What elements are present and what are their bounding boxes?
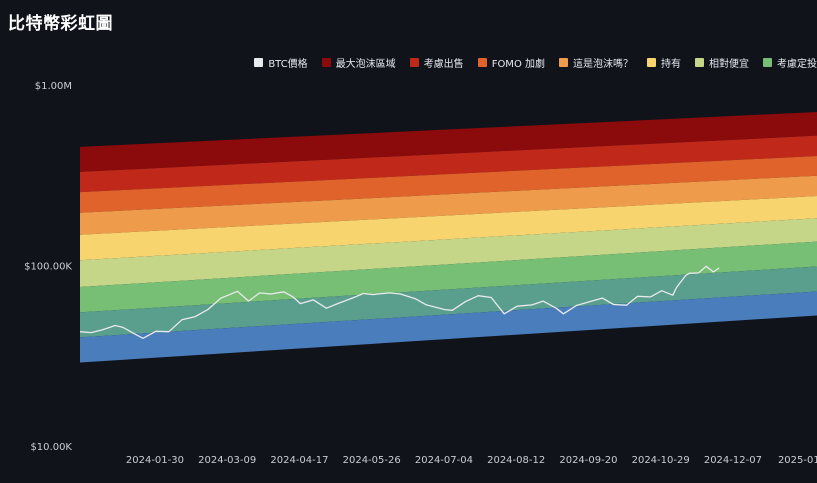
- legend-item[interactable]: FOMO 加劇: [477, 55, 545, 70]
- y-tick-label: $1.00M: [35, 81, 72, 92]
- legend-swatch: [477, 58, 487, 67]
- y-tick-label: $10.00K: [30, 442, 72, 453]
- legend-label: 這是泡沫嗎？: [573, 59, 633, 70]
- legend-item[interactable]: 這是泡沫嗎？: [559, 55, 633, 70]
- btc-price-line: [80, 265, 720, 339]
- rainbow-band-2: [80, 135, 817, 193]
- y-tick-label: $100.00K: [24, 262, 72, 273]
- x-tick-label: 2024-08-12: [487, 455, 545, 466]
- legend-swatch: [254, 58, 264, 67]
- legend-swatch: [763, 58, 772, 67]
- rainbow-band-8: [80, 266, 817, 338]
- legend-item[interactable]: 考慮出售: [409, 55, 464, 70]
- legend-label: 最大泡沫區域: [335, 59, 396, 70]
- legend-label: 考慮定投: [777, 59, 817, 70]
- x-tick-label: 2024-01-30: [126, 455, 184, 466]
- y-axis: $1.00M $100.00K $10.00K: [24, 81, 72, 453]
- rainbow-band-9: [80, 291, 817, 363]
- rainbow-band-7: [80, 241, 817, 313]
- rainbow-band-5: [80, 196, 817, 261]
- legend-label: FOMO 加劇: [491, 59, 545, 70]
- legend-swatch: [559, 58, 568, 67]
- x-tick-label: 2024-05-26: [343, 455, 401, 466]
- x-tick-label: 2024-12-07: [704, 455, 762, 466]
- x-tick-label: 2024-07-04: [415, 455, 473, 466]
- rainbow-band-6: [80, 218, 817, 288]
- x-tick-label: 2024-03-09: [198, 455, 256, 466]
- legend-label: 相對便宜: [709, 59, 749, 70]
- legend-label: BTC價格: [268, 59, 308, 70]
- legend-swatch: [647, 58, 656, 67]
- rainbow-bands: [80, 111, 817, 363]
- legend-label: 持有: [661, 59, 681, 70]
- legend-item[interactable]: 持有: [647, 55, 681, 70]
- legend-label: 考慮出售: [423, 59, 464, 70]
- legend-item[interactable]: 最大泡沫區域: [321, 55, 396, 70]
- legend-item[interactable]: 考慮定投: [763, 55, 817, 70]
- rainbow-band-4: [80, 175, 817, 235]
- rainbow-band-3: [80, 156, 817, 213]
- legend-swatch: [695, 58, 704, 67]
- x-tick-label: 2024-10-29: [632, 455, 690, 466]
- legend-swatch: [409, 58, 419, 67]
- x-axis: 2024-01-30 2024-03-09 2024-04-17 2024-05-26…: [126, 455, 817, 466]
- legend-item[interactable]: 相對便宜: [695, 55, 749, 70]
- x-tick-label: 2024-04-17: [270, 455, 328, 466]
- chart-legend: BTC價格 最大泡沫區域 考慮出售 FOMO 加劇 這是泡沫嗎？ 持有 相對便宜 考慮定投: [254, 55, 817, 70]
- price-series: [80, 265, 720, 339]
- chart-title: 比特幣彩虹圖: [8, 14, 113, 34]
- legend-swatch: [321, 58, 331, 67]
- x-tick-label: 2024-09-20: [559, 455, 617, 466]
- rainbow-band-1: [80, 111, 817, 172]
- legend-item[interactable]: BTC價格: [254, 55, 308, 70]
- x-tick-label: 2025-01-16: [778, 455, 817, 466]
